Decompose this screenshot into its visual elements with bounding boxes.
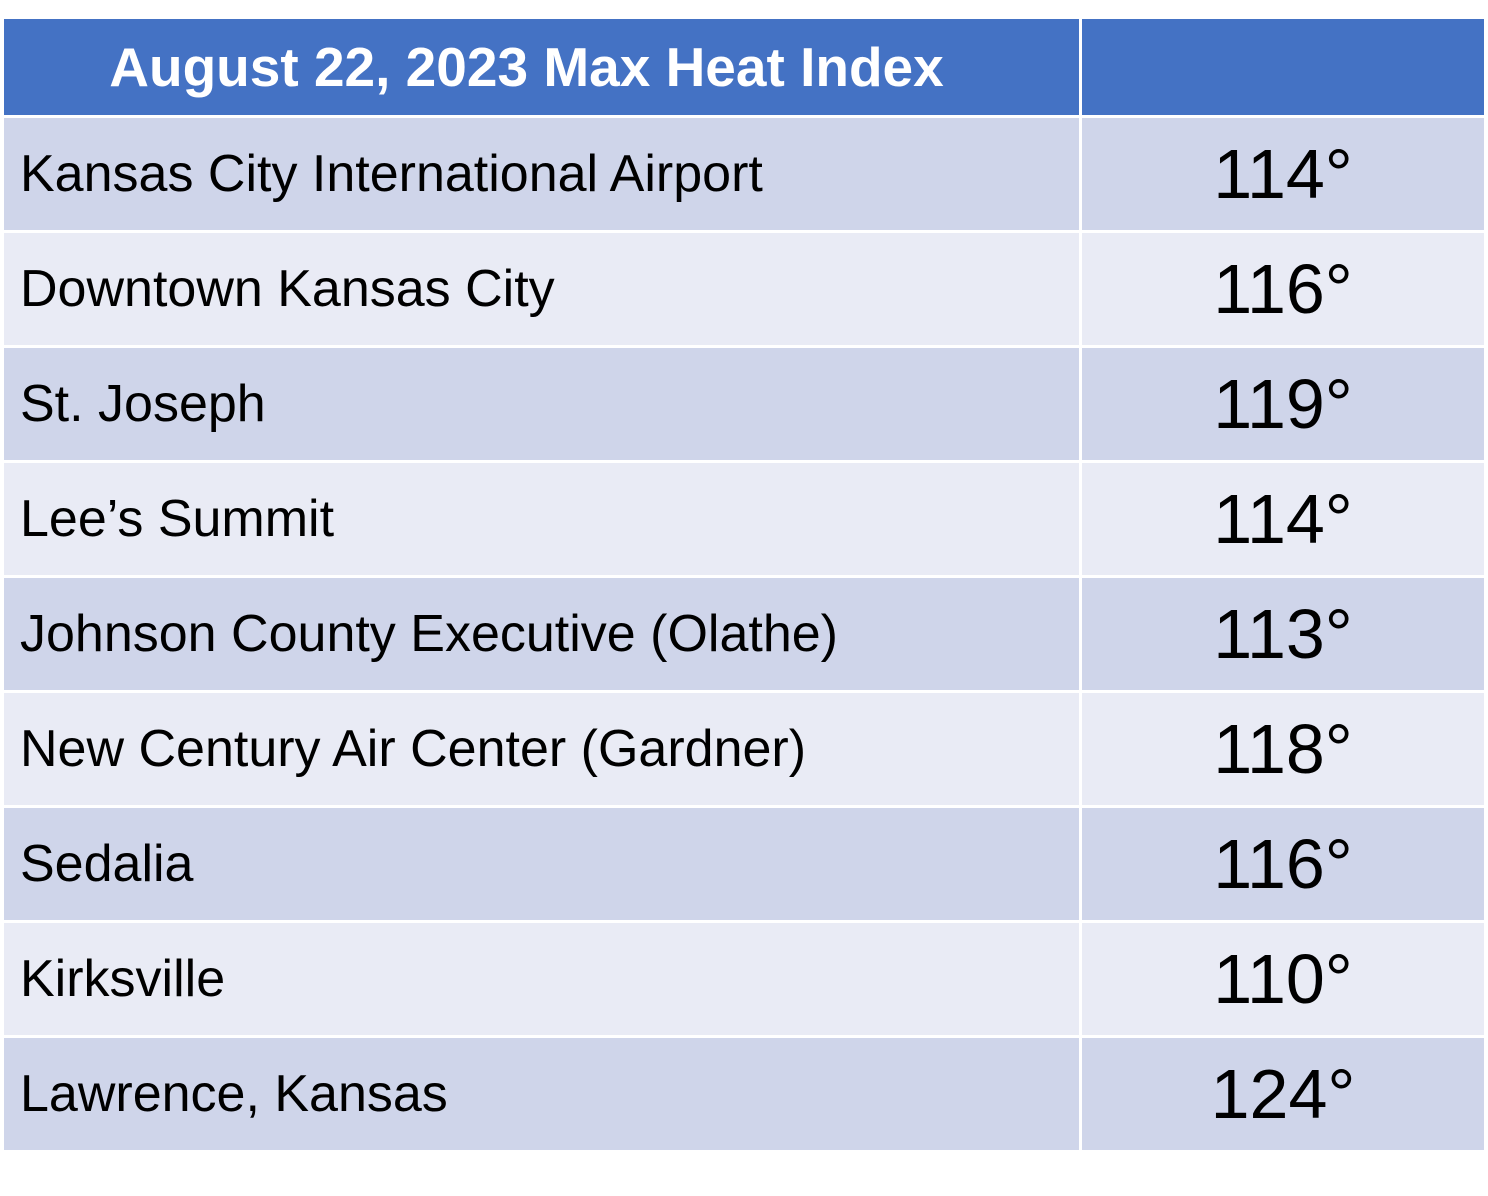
location-cell: Sedalia bbox=[1, 805, 1082, 923]
table-row: Lawrence, Kansas 124° bbox=[1, 1035, 1487, 1153]
location-cell: Downtown Kansas City bbox=[1, 230, 1082, 348]
heat-index-cell: 110° bbox=[1079, 920, 1487, 1038]
location-cell: Lawrence, Kansas bbox=[1, 1035, 1082, 1153]
heat-index-cell: 119° bbox=[1079, 345, 1487, 463]
heat-index-table: August 22, 2023 Max Heat Index Kansas Ci… bbox=[1, 16, 1487, 1153]
heat-index-cell: 124° bbox=[1079, 1035, 1487, 1153]
location-cell: Kansas City International Airport bbox=[1, 115, 1082, 233]
table-row: Lee’s Summit 114° bbox=[1, 460, 1487, 578]
table-row: Kirksville 110° bbox=[1, 920, 1487, 1038]
header-row: August 22, 2023 Max Heat Index bbox=[1, 16, 1487, 118]
location-cell: Lee’s Summit bbox=[1, 460, 1082, 578]
heat-index-cell: 114° bbox=[1079, 115, 1487, 233]
table-row: St. Joseph 119° bbox=[1, 345, 1487, 463]
table-row: New Century Air Center (Gardner) 118° bbox=[1, 690, 1487, 808]
heat-index-cell: 116° bbox=[1079, 230, 1487, 348]
table-row: Kansas City International Airport 114° bbox=[1, 115, 1487, 233]
header-empty bbox=[1079, 16, 1487, 118]
table-row: Sedalia 116° bbox=[1, 805, 1487, 923]
table-body: Kansas City International Airport 114° Dow… bbox=[1, 115, 1487, 1153]
table-row: Johnson County Executive (Olathe) 113° bbox=[1, 575, 1487, 693]
header-title: August 22, 2023 Max Heat Index bbox=[1, 16, 1082, 118]
location-cell: New Century Air Center (Gardner) bbox=[1, 690, 1082, 808]
location-cell: St. Joseph bbox=[1, 345, 1082, 463]
location-cell: Johnson County Executive (Olathe) bbox=[1, 575, 1082, 693]
location-cell: Kirksville bbox=[1, 920, 1082, 1038]
heat-index-cell: 114° bbox=[1079, 460, 1487, 578]
heat-index-cell: 118° bbox=[1079, 690, 1487, 808]
table-row: Downtown Kansas City 116° bbox=[1, 230, 1487, 348]
heat-index-cell: 113° bbox=[1079, 575, 1487, 693]
heat-index-cell: 116° bbox=[1079, 805, 1487, 923]
